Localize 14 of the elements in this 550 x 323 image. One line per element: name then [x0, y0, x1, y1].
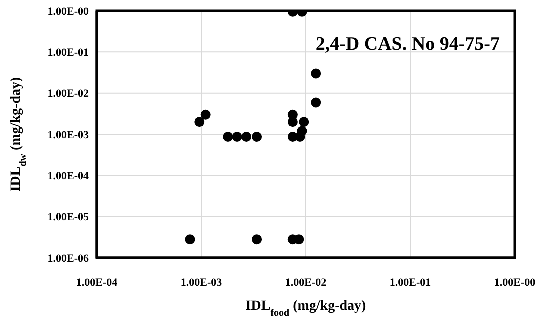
x-tick-label: 1.00E-04 — [76, 276, 118, 289]
x-tick-label: 1.00E-03 — [180, 276, 223, 289]
annotation: 2,4-D CAS. No 94-75-7 — [316, 34, 500, 55]
x-axis-title: IDL$_{food}$ (mg/kg-day) — [246, 299, 367, 318]
x-tick-label: 1.00E-02 — [285, 276, 328, 289]
y-tick-label: 1.00E-01 — [48, 47, 89, 60]
y-tick-label: 1.00E-02 — [48, 88, 90, 100]
y-tick-label: 1.00E-04 — [48, 170, 90, 183]
x-tick-label: 1.00E-00 — [494, 276, 536, 289]
y-tick-label: 1.00E-00 — [48, 6, 90, 18]
y-tick-label: 1.00E-06 — [48, 252, 90, 265]
x-tick-label: 1.00E-01 — [390, 276, 432, 289]
y-tick-label: 1.00E-03 — [48, 129, 90, 142]
y-tick-label: 1.00E-05 — [48, 212, 90, 224]
